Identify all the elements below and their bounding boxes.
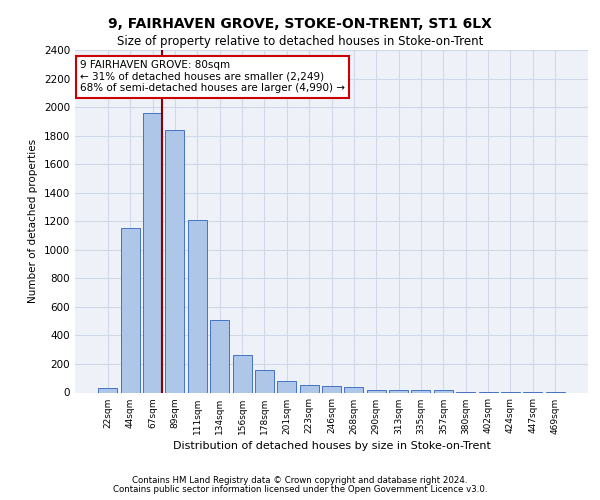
Bar [434,390,453,392]
Bar [210,320,229,392]
Text: Contains HM Land Registry data © Crown copyright and database right 2024.: Contains HM Land Registry data © Crown c… [132,476,468,485]
Bar [412,390,430,392]
Bar [322,386,341,392]
Bar [188,220,207,392]
Bar [233,354,251,393]
Bar [98,388,118,392]
Y-axis label: Number of detached properties: Number of detached properties [28,139,38,304]
Bar [299,386,319,392]
Text: Contains public sector information licensed under the Open Government Licence v3: Contains public sector information licen… [113,485,487,494]
Text: Size of property relative to detached houses in Stoke-on-Trent: Size of property relative to detached ho… [117,35,483,48]
Bar [143,113,162,392]
Bar [389,390,408,392]
Bar [277,381,296,392]
X-axis label: Distribution of detached houses by size in Stoke-on-Trent: Distribution of detached houses by size … [173,440,490,450]
Bar [166,130,184,392]
Bar [367,390,386,392]
Bar [255,370,274,392]
Text: 9 FAIRHAVEN GROVE: 80sqm
← 31% of detached houses are smaller (2,249)
68% of sem: 9 FAIRHAVEN GROVE: 80sqm ← 31% of detach… [80,60,345,94]
Bar [344,387,364,392]
Text: 9, FAIRHAVEN GROVE, STOKE-ON-TRENT, ST1 6LX: 9, FAIRHAVEN GROVE, STOKE-ON-TRENT, ST1 … [108,18,492,32]
Bar [121,228,140,392]
